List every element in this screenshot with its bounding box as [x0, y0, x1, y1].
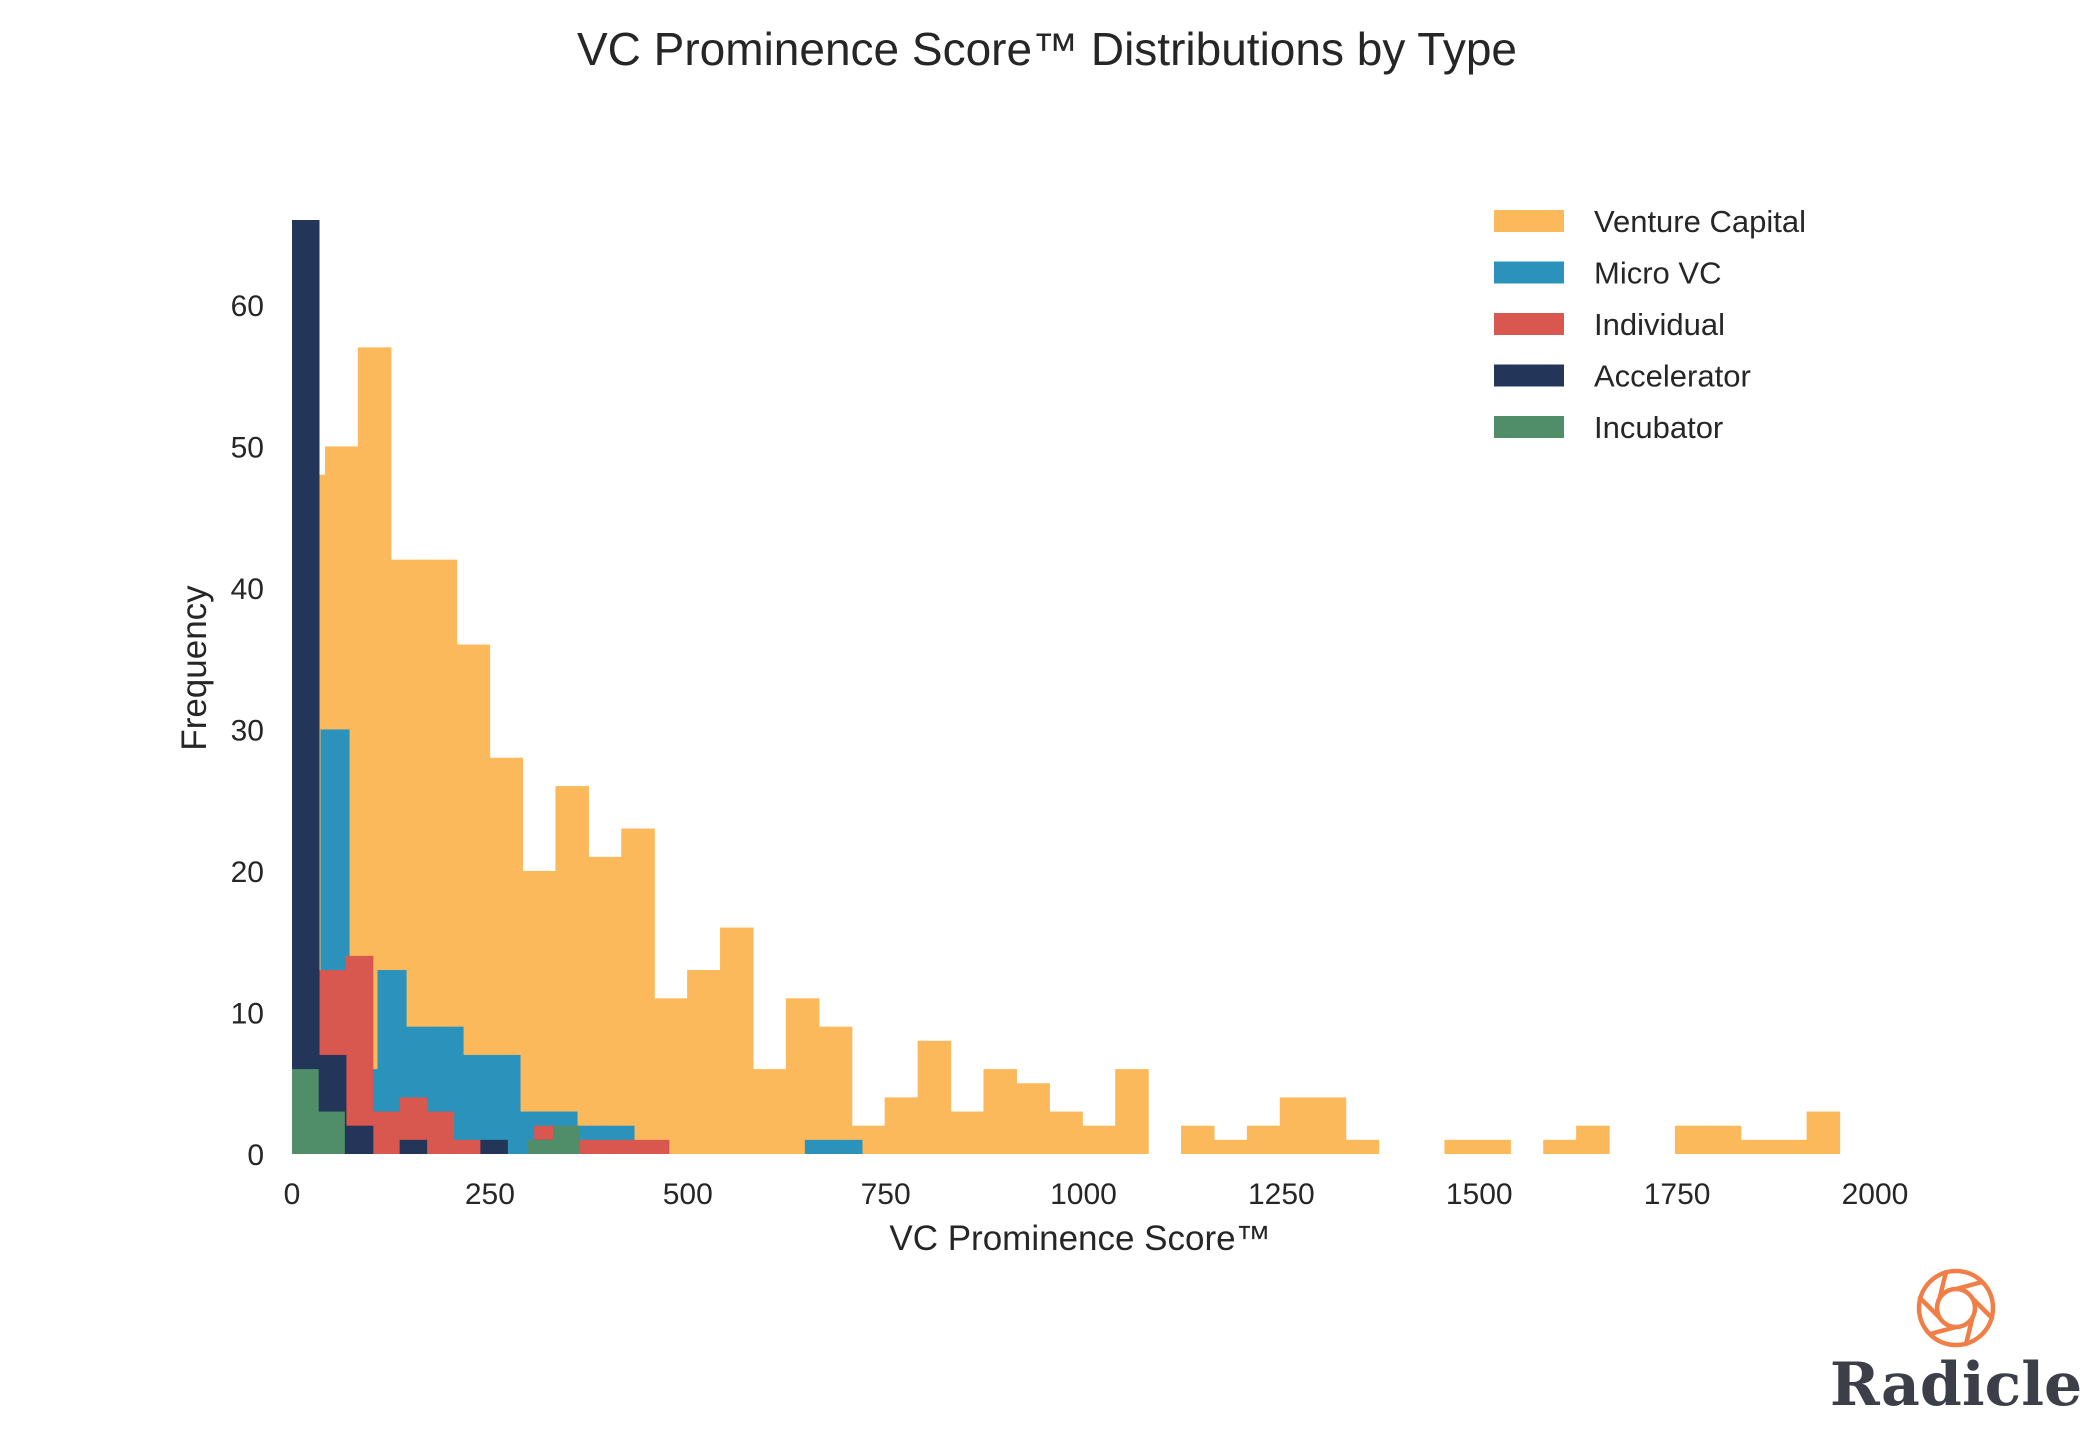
x-tick-label: 1000	[1050, 1178, 1117, 1211]
bar-venture-capital-39	[1576, 1125, 1610, 1154]
x-tick-label: 500	[663, 1178, 713, 1211]
x-tick-label: 750	[861, 1178, 911, 1211]
y-tick-label: 30	[231, 714, 264, 747]
bar-venture-capital-14	[752, 1069, 787, 1154]
brand-name: Radicle	[1830, 1350, 2080, 1420]
bar-venture-capital-30	[1279, 1097, 1314, 1154]
bar-venture-capital-38	[1543, 1139, 1577, 1154]
legend-item-venture-capital: Venture Capital	[1494, 204, 1806, 239]
legend-label: Venture Capital	[1594, 204, 1806, 239]
x-axis-label: VC Prominence Score™	[889, 1219, 1270, 1258]
bar-venture-capital-35	[1444, 1139, 1478, 1154]
bar-venture-capital-7	[522, 870, 557, 1154]
legend-swatch	[1494, 416, 1564, 438]
bar-individual-11	[588, 1139, 616, 1154]
bar-venture-capital-10	[621, 828, 655, 1154]
legend-label: Accelerator	[1594, 359, 1751, 394]
bar-venture-capital-25	[1115, 1069, 1149, 1154]
bar-venture-capital-28	[1213, 1139, 1248, 1154]
x-tick-label: 1500	[1446, 1178, 1513, 1211]
x-tick-label: 250	[465, 1178, 515, 1211]
legend-label: Individual	[1594, 307, 1725, 342]
bar-incubator-10	[553, 1125, 580, 1154]
y-axis-label: Frequency	[175, 585, 214, 751]
legend-item-individual: Individual	[1494, 307, 1725, 342]
bar-micro-vc-6	[462, 1054, 493, 1154]
bar-venture-capital-24	[1082, 1125, 1116, 1154]
bar-accelerator-7	[480, 1139, 508, 1154]
chart-title: VC Prominence Score™ Distributions by Ty…	[577, 23, 1517, 75]
bar-individual-13	[641, 1139, 670, 1154]
y-tick-label: 20	[231, 856, 264, 889]
bar-venture-capital-16	[818, 1026, 853, 1154]
bar-venture-capital-19	[917, 1040, 952, 1154]
x-axis-ticks: 0 250 500 750 1000 1250 1500 1750 2000	[284, 1178, 1909, 1211]
legend-swatch	[1494, 364, 1564, 387]
legend-item-incubator: Incubator	[1494, 410, 1723, 445]
x-tick-label: 2000	[1842, 1178, 1909, 1211]
y-tick-label: 60	[231, 290, 264, 323]
bar-venture-capital-9	[588, 856, 622, 1154]
series-venture-capital	[292, 347, 1841, 1155]
y-tick-label: 50	[231, 431, 264, 464]
bar-micro-vc-18	[804, 1139, 834, 1154]
y-axis-ticks: 0 10 20 30 40 50 60	[231, 290, 264, 1172]
histogram-bars	[292, 220, 1841, 1155]
bar-incubator-0	[292, 1069, 319, 1154]
bar-incubator-1	[318, 1111, 345, 1154]
bar-accelerator-2	[345, 1125, 374, 1154]
bar-venture-capital-15	[785, 998, 820, 1154]
bar-venture-capital-42	[1674, 1125, 1709, 1154]
legend-label: Incubator	[1594, 410, 1723, 445]
x-tick-label: 1750	[1644, 1178, 1711, 1211]
bar-individual-2	[345, 955, 374, 1154]
series-incubator	[292, 1069, 580, 1154]
bar-venture-capital-45	[1773, 1139, 1808, 1154]
bar-venture-capital-13	[720, 927, 754, 1154]
legend-swatch	[1494, 313, 1564, 335]
bar-accelerator-0	[292, 220, 320, 1154]
x-tick-label: 0	[284, 1178, 301, 1211]
bar-individual-3	[372, 1111, 401, 1154]
bar-venture-capital-22	[1016, 1083, 1050, 1154]
bar-individual-6	[453, 1139, 481, 1154]
bar-venture-capital-8	[555, 786, 589, 1154]
radicle-logo: Radicle	[1830, 1268, 2080, 1420]
bar-venture-capital-44	[1740, 1139, 1775, 1154]
bar-venture-capital-11	[654, 998, 688, 1154]
bar-venture-capital-18	[884, 1097, 919, 1154]
bar-incubator-9	[527, 1139, 554, 1154]
bar-accelerator-4	[399, 1139, 428, 1154]
legend-item-micro-vc: Micro VC	[1494, 256, 1721, 291]
bar-venture-capital-23	[1049, 1111, 1083, 1154]
legend-swatch	[1494, 210, 1564, 232]
legend-swatch	[1494, 261, 1564, 284]
radicle-logo-icon	[1916, 1268, 1996, 1348]
legend-label: Micro VC	[1594, 256, 1721, 291]
bar-individual-5	[426, 1111, 455, 1154]
bar-venture-capital-27	[1181, 1125, 1215, 1154]
y-tick-label: 0	[247, 1139, 264, 1172]
legend-item-accelerator: Accelerator	[1494, 359, 1751, 394]
bar-venture-capital-20	[950, 1111, 985, 1154]
bar-venture-capital-12	[687, 970, 721, 1154]
bar-venture-capital-31	[1312, 1097, 1347, 1154]
bar-venture-capital-21	[983, 1069, 1017, 1154]
y-tick-label: 10	[231, 997, 264, 1030]
bar-micro-vc-19	[833, 1139, 863, 1154]
bar-venture-capital-32	[1345, 1139, 1380, 1154]
bar-venture-capital-46	[1806, 1111, 1841, 1154]
bar-micro-vc-7	[491, 1054, 521, 1154]
bar-venture-capital-36	[1477, 1139, 1511, 1154]
x-tick-label: 1250	[1248, 1178, 1315, 1211]
legend: Venture Capital Micro VC Individual Acceler…	[1494, 204, 1806, 445]
bar-venture-capital-29	[1246, 1125, 1281, 1154]
bar-venture-capital-43	[1707, 1125, 1742, 1154]
bar-individual-12	[614, 1139, 643, 1154]
y-tick-label: 40	[231, 573, 264, 606]
